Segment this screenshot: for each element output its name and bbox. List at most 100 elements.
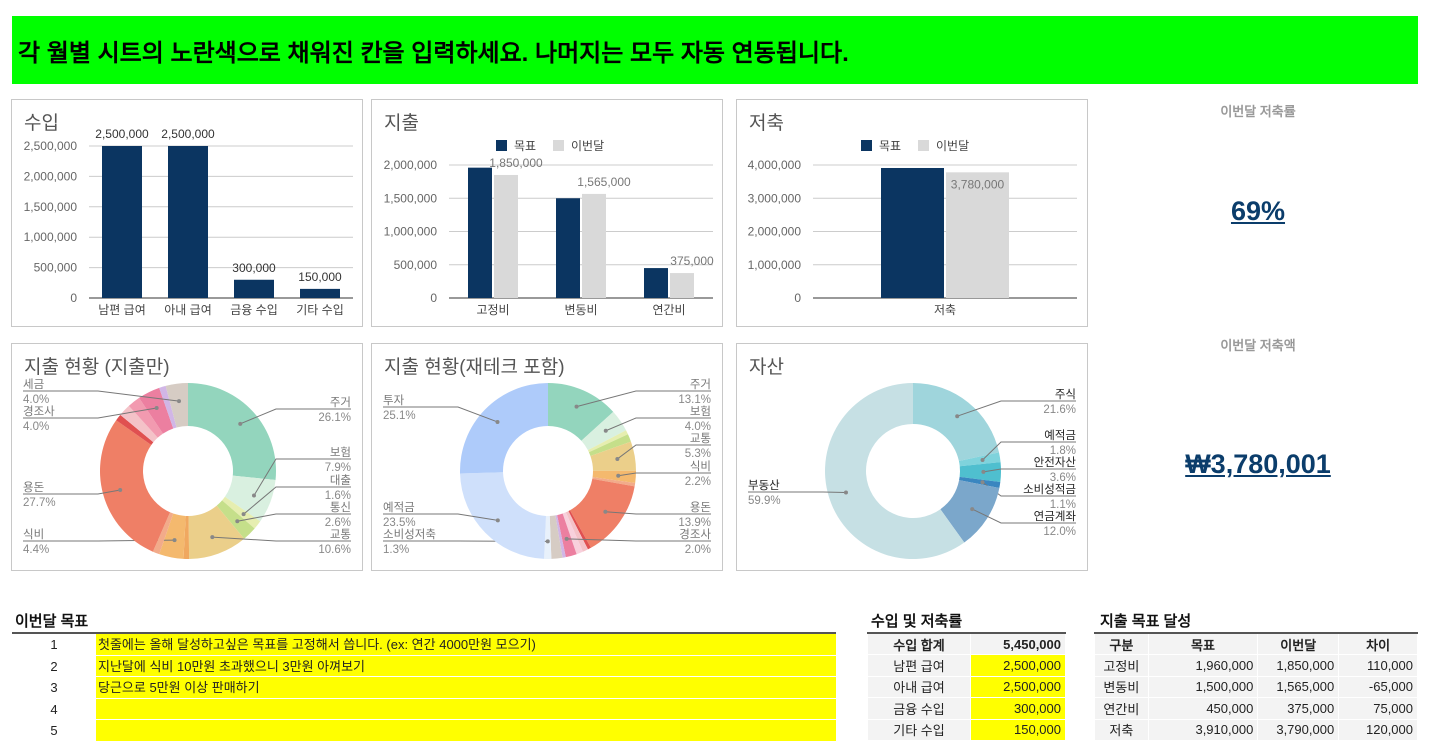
legend-label[interactable]: 목표 xyxy=(879,139,901,153)
expense-only-pie-chart[interactable]: 지출 현황 (지출만) 주거 26.1% 보험 7.9% 대출 1.6% 통신 2.6% 교통 10… xyxy=(11,343,363,571)
y-tick-label: 3,000,000 xyxy=(748,191,802,205)
leader-dot xyxy=(970,507,975,512)
data-label: 300,000 xyxy=(232,261,276,275)
pie-slice[interactable] xyxy=(460,383,548,474)
pie-slice[interactable] xyxy=(581,411,627,451)
slice-label: 주거 xyxy=(330,396,351,409)
pie-slice[interactable] xyxy=(165,383,188,428)
leader-line xyxy=(23,390,180,402)
bar[interactable] xyxy=(946,172,1009,298)
pie-slice[interactable] xyxy=(825,383,965,559)
legend-swatch xyxy=(496,140,507,151)
leader-line xyxy=(605,511,711,515)
income-bar-chart[interactable]: 수입 0 500,000 1,000,000 1,500,000 2,000,000 2,5… xyxy=(11,99,363,327)
y-tick-label: 2,000,000 xyxy=(384,158,438,172)
goal-input-cell[interactable] xyxy=(96,720,836,741)
pie-slice[interactable] xyxy=(958,452,1001,467)
leader-line xyxy=(23,489,121,495)
slice-percent: 25.1% xyxy=(383,410,416,422)
legend-label[interactable]: 이번달 xyxy=(571,139,604,153)
y-tick-label: 0 xyxy=(430,291,437,305)
slice-percent: 13.1% xyxy=(678,394,711,406)
leader-line xyxy=(971,508,1076,524)
pie-slice[interactable] xyxy=(555,515,566,558)
goal-input-cell[interactable]: 당근으로 5만원 이상 판매하기 xyxy=(96,677,836,698)
income-value-cell[interactable]: 2,500,000 xyxy=(970,654,1066,677)
pie-slice[interactable] xyxy=(588,434,631,456)
bar[interactable] xyxy=(234,279,274,298)
bar[interactable] xyxy=(300,288,340,298)
goal-input-cell[interactable] xyxy=(96,698,836,720)
pie-slice[interactable] xyxy=(557,513,577,558)
leader-line xyxy=(237,513,351,522)
slice-label: 소비성저축 xyxy=(383,528,436,541)
savings-amount-label: 이번달 저축액 xyxy=(1220,338,1296,353)
slice-percent: 5.3% xyxy=(685,448,711,460)
expense-goal-title: 지출 목표 달성 xyxy=(1100,613,1192,630)
goal-number: 4 xyxy=(50,701,58,717)
bar[interactable] xyxy=(102,146,142,298)
pie-slice[interactable] xyxy=(224,475,276,522)
legend-label[interactable]: 이번달 xyxy=(936,139,969,153)
pie-slice[interactable] xyxy=(549,515,563,559)
bar[interactable] xyxy=(881,167,944,298)
pie-slice[interactable] xyxy=(159,385,177,429)
pie-slice[interactable] xyxy=(590,441,636,471)
pie-slice[interactable] xyxy=(940,480,1000,543)
legend-label[interactable]: 목표 xyxy=(514,139,536,153)
pie-slice[interactable] xyxy=(587,430,628,453)
pie-slice[interactable] xyxy=(569,478,635,548)
y-tick-label: 1,000,000 xyxy=(24,230,78,244)
bar[interactable] xyxy=(582,193,606,298)
leader-line xyxy=(957,400,1076,417)
slice-label: 교통 xyxy=(330,528,351,541)
pie-slice[interactable] xyxy=(116,414,154,446)
pie-slice[interactable] xyxy=(128,397,163,438)
pie-slice[interactable] xyxy=(216,500,255,539)
pie-slice[interactable] xyxy=(120,405,158,443)
pie-slice[interactable] xyxy=(152,512,174,555)
chart-title: 수입 xyxy=(24,113,59,134)
pie-slice[interactable] xyxy=(222,496,261,529)
pie-slice[interactable] xyxy=(188,505,245,559)
goal-input-cell[interactable]: 지난달에 식비 10만원 초과했으니 3만원 아껴보기 xyxy=(96,655,836,677)
chart-canvas: 주거 26.1% 보험 7.9%대출 1.6%통신 2.6%교통 10.6% 식비 4.4% 용돈… xyxy=(23,378,351,559)
chart-canvas: 0 500,000 1,000,000 1,500,000 2,000,000 1,850… xyxy=(384,139,714,317)
income-label: 아내 급여 xyxy=(867,675,971,698)
expense-with-investment-pie-chart[interactable]: 지출 현황(재테크 포함) 주거 13.1% 보험 4.0% 교통 5.3% 식비 2.2% 용돈… xyxy=(371,343,723,571)
pie-slice[interactable] xyxy=(100,420,171,552)
pie-slice[interactable] xyxy=(592,470,636,484)
pie-slice[interactable] xyxy=(959,462,1001,483)
leader-dot xyxy=(955,414,960,419)
slice-percent: 10.6% xyxy=(318,544,351,556)
pie-slice[interactable] xyxy=(188,383,276,481)
bar[interactable] xyxy=(556,198,580,298)
expense-bar-chart[interactable]: 지출 0 500,000 1,000,000 1,500,000 2,000,000 1,8… xyxy=(371,99,723,327)
bar[interactable] xyxy=(644,268,668,298)
pie-slice[interactable] xyxy=(592,477,636,487)
pie-slice[interactable] xyxy=(562,512,583,555)
goal-input-cell[interactable]: 첫줄에는 올해 달성하고싶은 목표를 고정해서 씁니다. (ex: 연간 400… xyxy=(96,634,836,655)
pie-slice[interactable] xyxy=(183,515,190,559)
pie-slice[interactable] xyxy=(959,476,1001,489)
leader-dot xyxy=(603,428,608,433)
income-value-cell[interactable]: 150,000 xyxy=(970,718,1066,741)
pie-slice[interactable] xyxy=(565,511,588,552)
bar[interactable] xyxy=(494,174,518,298)
savings-bar-chart[interactable]: 저축 0 1,000,000 2,000,000 3,000,000 4,000,000 3… xyxy=(736,99,1088,327)
pie-slice[interactable] xyxy=(913,383,999,462)
pie-slice[interactable] xyxy=(460,472,546,559)
assets-pie-chart[interactable]: 자산 주식 21.6% 예적금 1.8% 안전자산 3.6% 소비성적금 1.1% 연금계좌 12.… xyxy=(736,343,1088,571)
income-value-cell[interactable]: 2,500,000 xyxy=(970,675,1066,698)
income-value-cell[interactable]: 300,000 xyxy=(970,697,1066,720)
leader-line xyxy=(383,513,498,521)
pie-slice[interactable] xyxy=(548,383,614,441)
pie-slice[interactable] xyxy=(159,513,186,559)
pie-slice[interactable] xyxy=(139,387,174,434)
goals-table: 1 첫줄에는 올해 달성하고싶은 목표를 고정해서 씁니다. (ex: 연간 40… xyxy=(12,632,836,742)
x-tick-label: 기타 수입 xyxy=(296,303,344,317)
bar[interactable] xyxy=(168,146,208,298)
bar[interactable] xyxy=(468,167,492,298)
pie-slice[interactable] xyxy=(544,515,552,559)
bar[interactable] xyxy=(670,273,694,298)
